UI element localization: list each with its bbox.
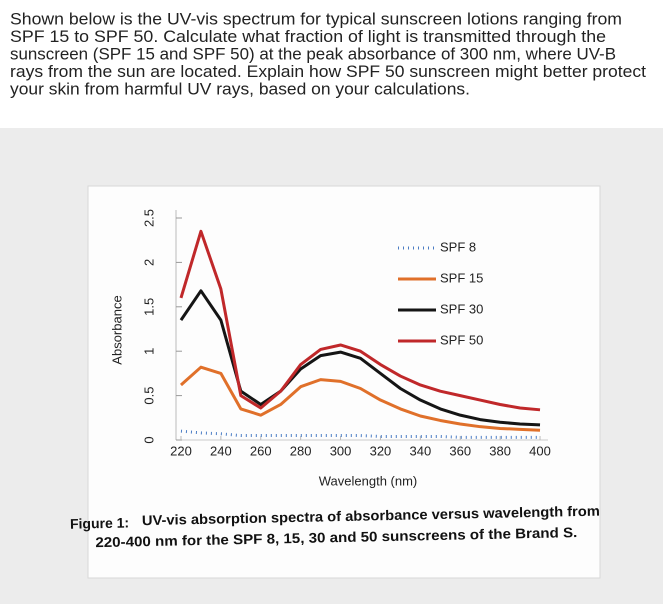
- chart: 0 0.5 1 1.5 2 2.5 220 240 260 280 300 320 340 360 380 4…: [109, 209, 550, 488]
- series-line: [180, 429, 541, 439]
- x-tick-label: 340: [409, 443, 431, 458]
- y-tick-label: 2.5: [141, 209, 156, 227]
- series-line: [179, 365, 541, 432]
- y-tick-label: 1.5: [141, 298, 156, 316]
- series-line: [179, 229, 541, 412]
- question-line: your skin from harmful UV rays, based on…: [10, 79, 470, 98]
- question-line: rays from the sun are located. Explain h…: [10, 62, 646, 81]
- legend-label: SPF 30: [440, 301, 483, 316]
- caption-label: Figure 1:: [70, 514, 129, 531]
- x-tick-label: 280: [290, 443, 312, 458]
- x-tick-label: 360: [449, 443, 471, 458]
- x-tick-label: 320: [370, 443, 392, 458]
- y-tick-label: 2: [141, 259, 156, 266]
- x-tick-label: 220: [170, 443, 192, 458]
- question-line: SPF 15 to SPF 50. Calculate what fractio…: [10, 27, 606, 46]
- y-axis-label: Absorbance: [109, 295, 124, 364]
- x-tick-label: 240: [210, 443, 232, 458]
- legend-label: SPF 15: [440, 270, 483, 285]
- y-tick-label: 0: [141, 436, 156, 443]
- x-tick-label: 300: [330, 443, 352, 458]
- x-tick-label: 400: [529, 443, 551, 458]
- x-tick-label: 380: [489, 443, 511, 458]
- x-tick-label: 260: [250, 443, 272, 458]
- y-tick-label: 0.5: [141, 387, 156, 405]
- question-line: Shown below is the UV-vis spectrum for t…: [10, 9, 622, 28]
- question: Shown below is the UV-vis spectrum for t…: [10, 9, 646, 98]
- legend-label: SPF 8: [440, 239, 476, 254]
- x-axis-label: Wavelength (nm): [319, 473, 418, 488]
- question-line: sunscreen (SPF 15 and SPF 50) at the pea…: [10, 44, 616, 63]
- legend-label: SPF 50: [440, 332, 483, 347]
- y-tick-label: 1: [141, 348, 156, 355]
